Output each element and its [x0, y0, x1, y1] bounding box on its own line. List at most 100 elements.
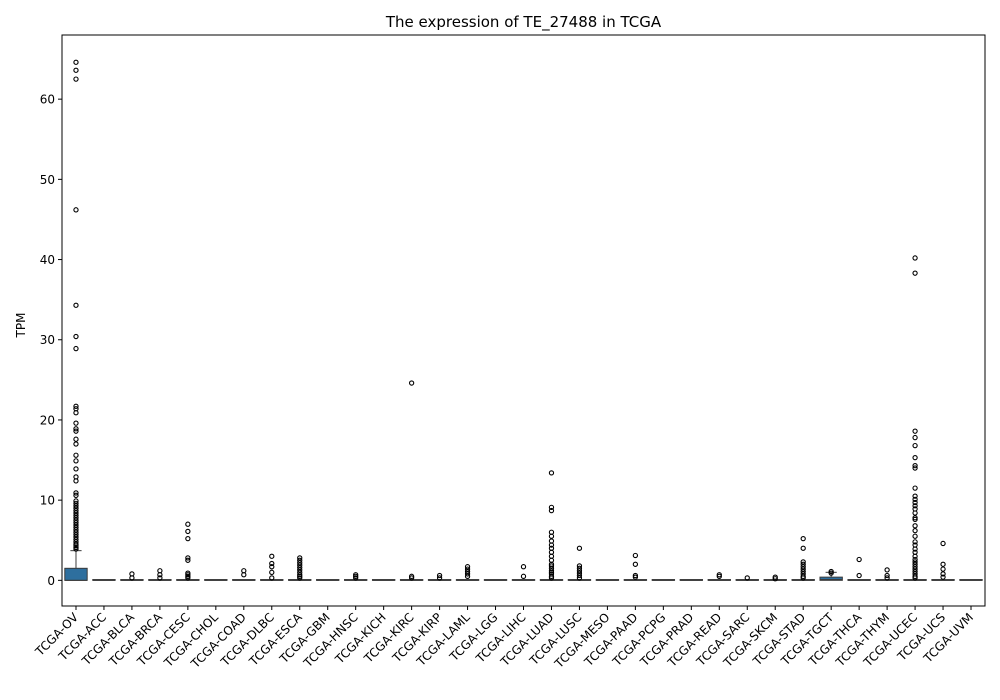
outlier-point [73, 333, 79, 340]
y-axis-label: TPM [14, 313, 28, 339]
outlier-point [73, 441, 79, 447]
outlier-point [940, 566, 946, 572]
y-tick-label: 50 [40, 173, 55, 187]
outlier-point [297, 555, 303, 561]
outlier-point [185, 521, 191, 527]
outlier-point [464, 573, 471, 579]
outlier-point [73, 498, 79, 504]
outlier-point [912, 442, 918, 449]
outlier-point [157, 575, 163, 581]
outlier-point [576, 570, 583, 576]
outlier-point [297, 562, 303, 568]
outlier-point [73, 507, 79, 514]
outlier-point [408, 575, 415, 581]
outlier-point [912, 255, 918, 261]
outlier-point [912, 539, 918, 545]
outlier-point [464, 564, 471, 570]
outlier-point [73, 529, 79, 535]
outlier-point [940, 574, 946, 580]
outlier-point [828, 570, 834, 576]
outlier-point [912, 533, 918, 539]
outlier-point [912, 556, 918, 563]
outlier-point [800, 568, 806, 575]
outlier-point [912, 454, 918, 461]
outlier-point [73, 524, 79, 531]
outlier-point [912, 485, 918, 491]
outlier-point [73, 503, 79, 509]
outlier-point [297, 564, 303, 571]
outlier-point [157, 572, 163, 578]
outlier-point [297, 575, 303, 581]
outlier-point [73, 527, 79, 533]
outlier-point [912, 546, 918, 552]
outlier-point [912, 527, 918, 534]
outlier-point [73, 59, 79, 65]
outlier-point [73, 426, 79, 432]
outlier-point [716, 573, 722, 579]
outlier-point [73, 492, 79, 498]
box-tcga-ov [64, 567, 88, 581]
outlier-point [73, 420, 79, 426]
outlier-point [912, 493, 918, 499]
outlier-point [912, 434, 918, 441]
outlier-point [241, 572, 247, 578]
outlier-point [297, 567, 303, 573]
outlier-point [73, 410, 79, 416]
y-tick-label: 60 [40, 93, 55, 107]
outlier-point [73, 515, 79, 521]
outlier-point [408, 380, 415, 386]
outlier-point [548, 470, 555, 476]
outlier-point [800, 564, 806, 570]
outlier-point [73, 531, 79, 538]
outlier-point [269, 569, 275, 575]
outlier-point [940, 571, 946, 577]
outlier-point [912, 553, 918, 559]
outlier-point [912, 523, 918, 529]
outlier-point [269, 560, 275, 567]
y-tick-label: 10 [40, 494, 55, 508]
box-tcga-tgct [819, 576, 843, 581]
outlier-point [73, 345, 79, 352]
outlier-point [912, 270, 918, 276]
outlier-point [73, 428, 79, 434]
outlier-point [73, 517, 79, 523]
y-tick-label: 40 [40, 253, 55, 267]
outlier-point [269, 553, 275, 559]
outlier-point [576, 545, 583, 551]
outlier-point [940, 561, 946, 567]
outlier-point [912, 564, 918, 570]
outlier-point [576, 572, 583, 579]
outlier-point [73, 536, 79, 543]
outlier-point [73, 403, 79, 409]
outlier-point [73, 490, 79, 496]
outlier-point [548, 575, 555, 581]
outlier-point [436, 575, 443, 581]
outlier-point [912, 510, 918, 516]
outlier-point [800, 559, 806, 565]
outlier-point [632, 574, 639, 580]
outlier-point [297, 560, 303, 566]
outlier-point [576, 575, 583, 581]
outlier-point [73, 478, 79, 484]
outlier-point [548, 533, 555, 539]
outlier-point [73, 534, 79, 540]
outlier-point [73, 522, 79, 528]
outlier-point [73, 458, 79, 464]
outlier-point [548, 504, 555, 511]
outlier-point [548, 563, 555, 569]
outlier-point [576, 565, 583, 571]
outlier-point [912, 561, 918, 567]
outlier-point [185, 575, 191, 581]
outlier-point [912, 566, 918, 572]
outlier-point [884, 567, 890, 573]
outlier-point [73, 510, 79, 516]
outlier-point [464, 568, 471, 575]
outlier-point [73, 512, 79, 519]
outlier-point [912, 516, 918, 523]
outlier-point [464, 571, 471, 577]
outlier-point [185, 555, 191, 561]
outlier-point [800, 566, 806, 572]
outlier-point [73, 500, 79, 506]
